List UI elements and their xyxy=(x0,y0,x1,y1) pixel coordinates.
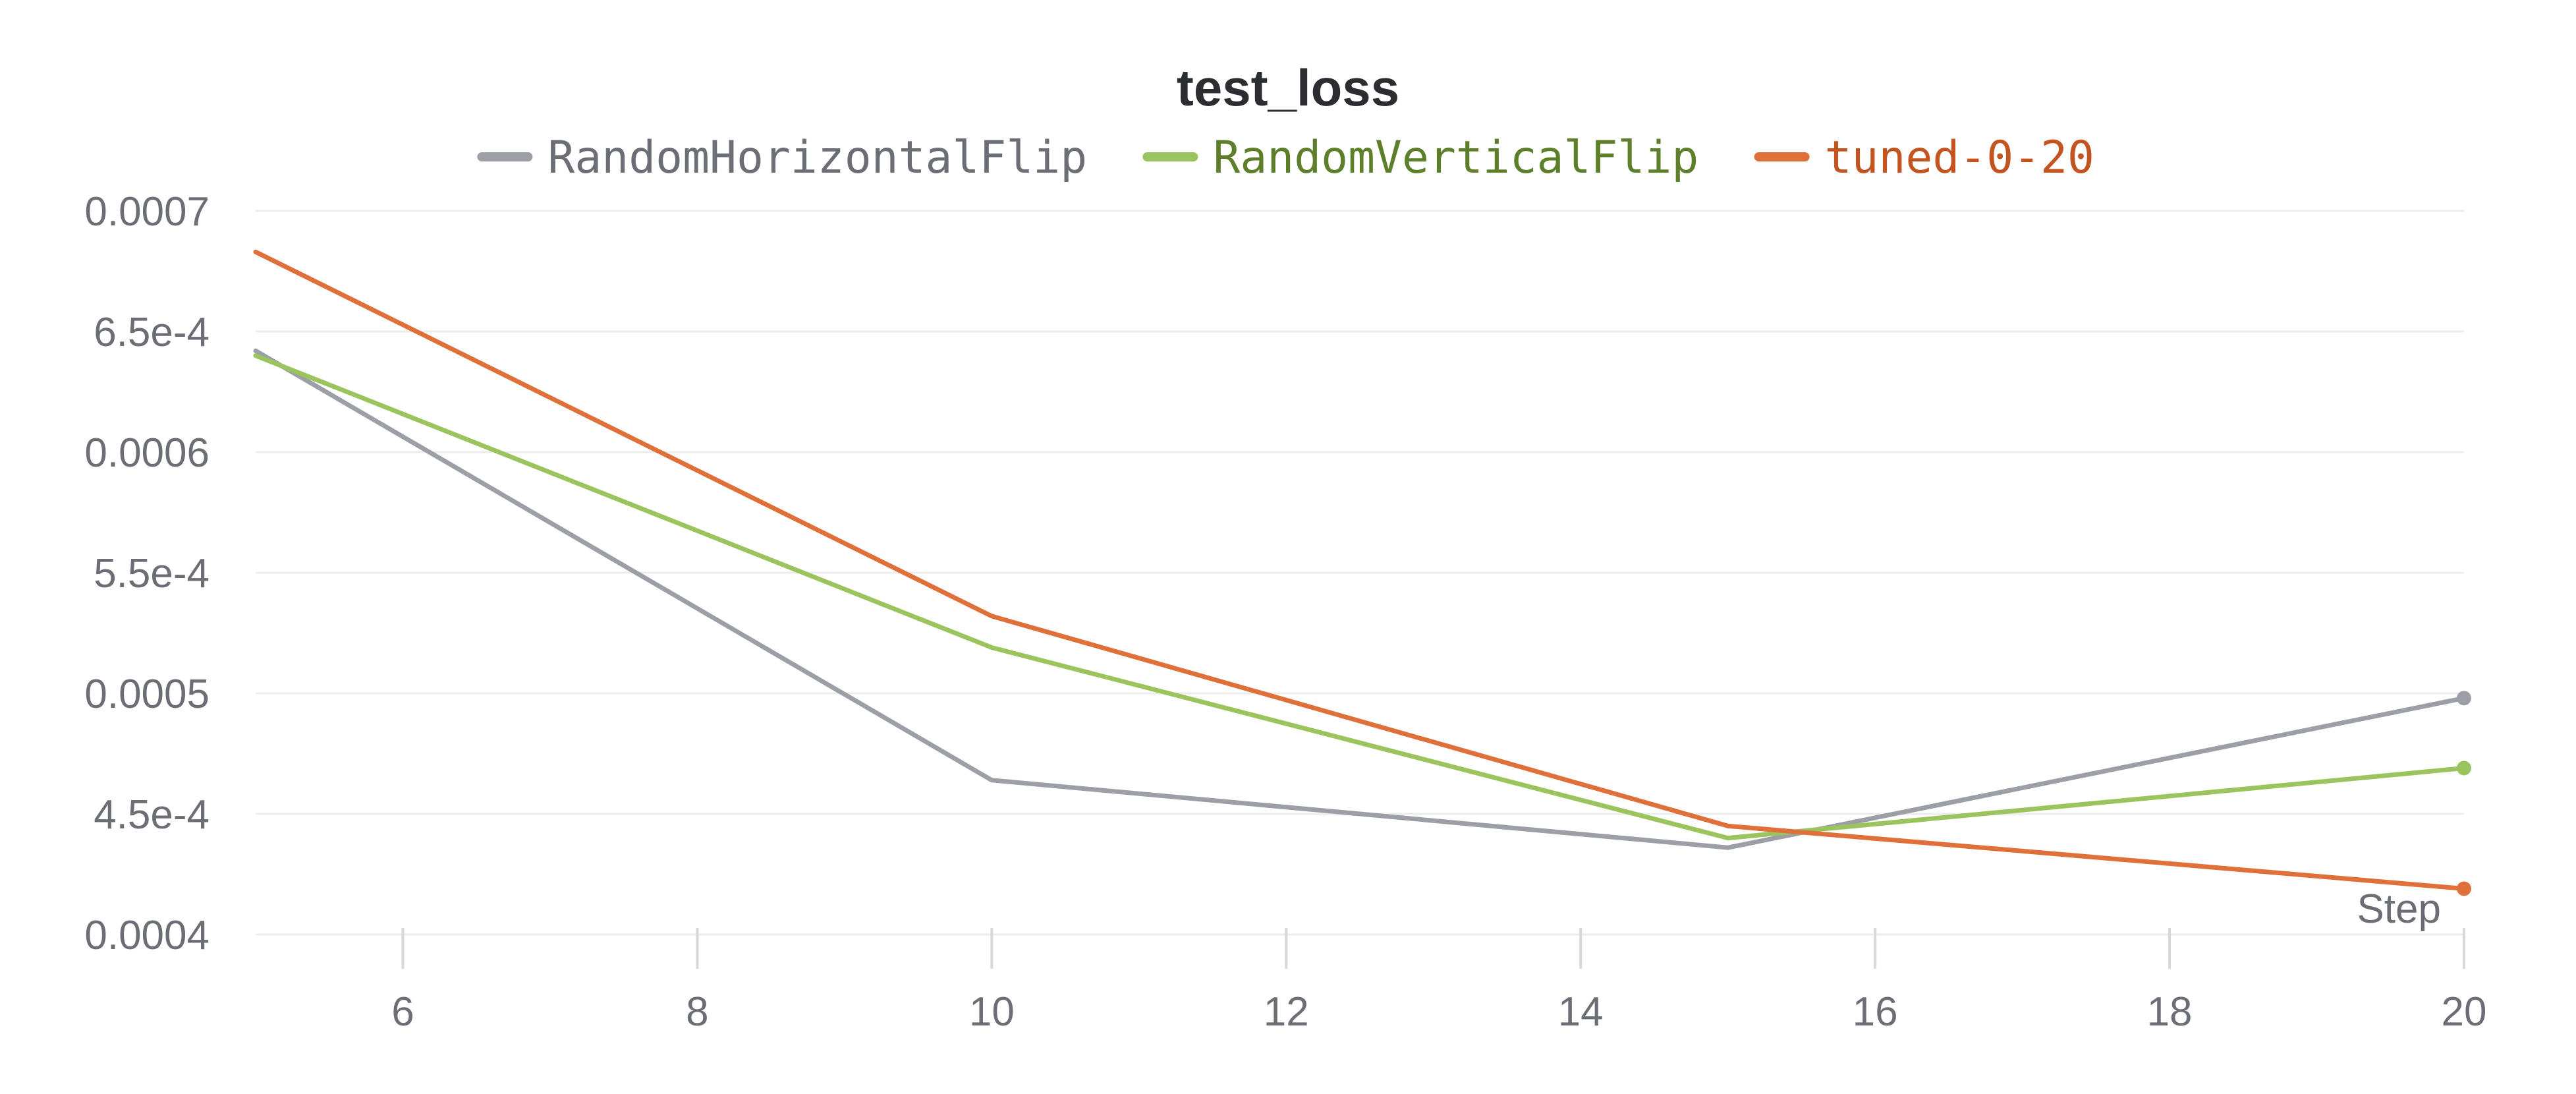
legend-label: RandomVerticalFlip xyxy=(1213,132,1698,184)
legend: RandomHorizontalFlip RandomVerticalFlip tu… xyxy=(477,132,2094,184)
y-tick-label: 6.5e-4 xyxy=(94,310,210,355)
x-tick-label: 18 xyxy=(2147,989,2193,1035)
y-tick-label: 5.5e-4 xyxy=(94,551,210,596)
series-end-point xyxy=(2457,761,2471,776)
x-axis-label: Step xyxy=(2357,886,2441,932)
x-tick-label: 20 xyxy=(2442,989,2487,1035)
legend-item: RandomHorizontalFlip xyxy=(477,132,1087,184)
x-tick-label: 8 xyxy=(686,989,708,1035)
x-tick-label: 16 xyxy=(1853,989,1898,1035)
y-tick-label: 0.0005 xyxy=(84,672,210,717)
y-tick-label: 0.0007 xyxy=(84,189,210,235)
grid-lines xyxy=(256,210,2464,936)
chart-title: test_loss xyxy=(1177,59,1399,117)
series-lines xyxy=(253,249,2471,896)
legend-item: tuned-0-20 xyxy=(1754,132,2094,184)
legend-label: RandomHorizontalFlip xyxy=(547,132,1087,184)
legend-label: tuned-0-20 xyxy=(1825,132,2094,184)
series-end-point xyxy=(2457,691,2471,706)
x-tick-label: 10 xyxy=(969,989,1015,1035)
y-axis: 0.0004 4.5e-4 0.0005 5.5e-4 0.0006 6.5e-4 0.00… xyxy=(84,189,210,958)
x-tick-label: 14 xyxy=(1558,989,1604,1035)
x-tick-label: 6 xyxy=(391,989,414,1035)
y-tick-label: 0.0004 xyxy=(84,913,210,958)
series-line xyxy=(253,353,2467,841)
series-end-point xyxy=(2457,881,2471,896)
series-line xyxy=(253,249,2467,891)
x-tick-label: 12 xyxy=(1264,989,1309,1035)
series-line xyxy=(253,348,2467,850)
y-tick-label: 4.5e-4 xyxy=(94,792,210,838)
x-axis: 6 8 10 12 14 16 18 20 xyxy=(391,928,2486,1035)
y-tick-label: 0.0006 xyxy=(84,430,210,476)
legend-item: RandomVerticalFlip xyxy=(1142,132,1698,184)
